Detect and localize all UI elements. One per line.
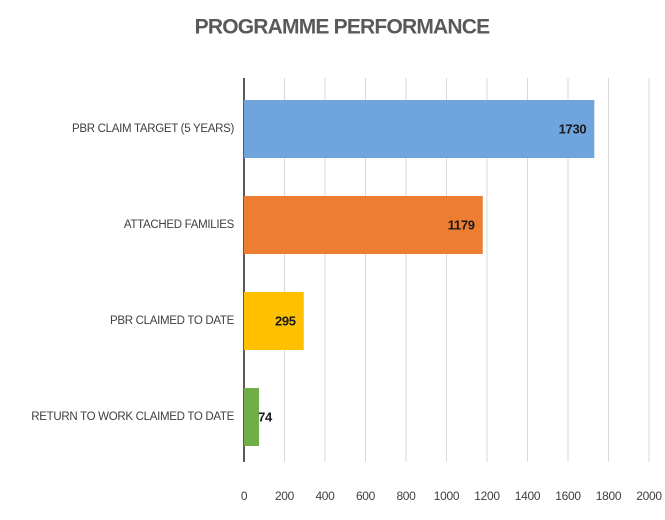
y-tick-label: RETURN TO WORK CLAIMED TO DATE	[31, 411, 234, 423]
value-label: 74	[258, 409, 273, 424]
y-tick-label: ATTACHED FAMILIES	[124, 219, 235, 231]
bar	[244, 292, 304, 350]
bar	[244, 100, 595, 158]
x-tick-label: 200	[275, 489, 295, 503]
value-label: 1179	[448, 217, 475, 232]
value-label: 1730	[559, 121, 587, 136]
x-tick-label: 2000	[636, 489, 662, 503]
y-tick-label: PBR CLAIMED TO DATE	[110, 315, 235, 327]
x-tick-label: 1400	[515, 489, 541, 503]
x-tick-label: 400	[315, 489, 335, 503]
x-tick-label: 0	[241, 489, 248, 503]
bar	[244, 388, 259, 446]
x-tick-label: 800	[396, 489, 416, 503]
chart-title: PROGRAMME PERFORMANCE	[195, 16, 490, 39]
value-label: 295	[275, 313, 296, 328]
x-tick-label: 1000	[434, 489, 460, 503]
x-tick-label: 1800	[596, 489, 622, 503]
x-tick-label: 1200	[474, 489, 500, 503]
x-tick-label: 600	[356, 489, 376, 503]
bar	[244, 196, 483, 254]
x-tick-label: 1600	[555, 489, 581, 503]
y-tick-label: PBR CLAIM TARGET (5 YEARS)	[72, 123, 234, 135]
